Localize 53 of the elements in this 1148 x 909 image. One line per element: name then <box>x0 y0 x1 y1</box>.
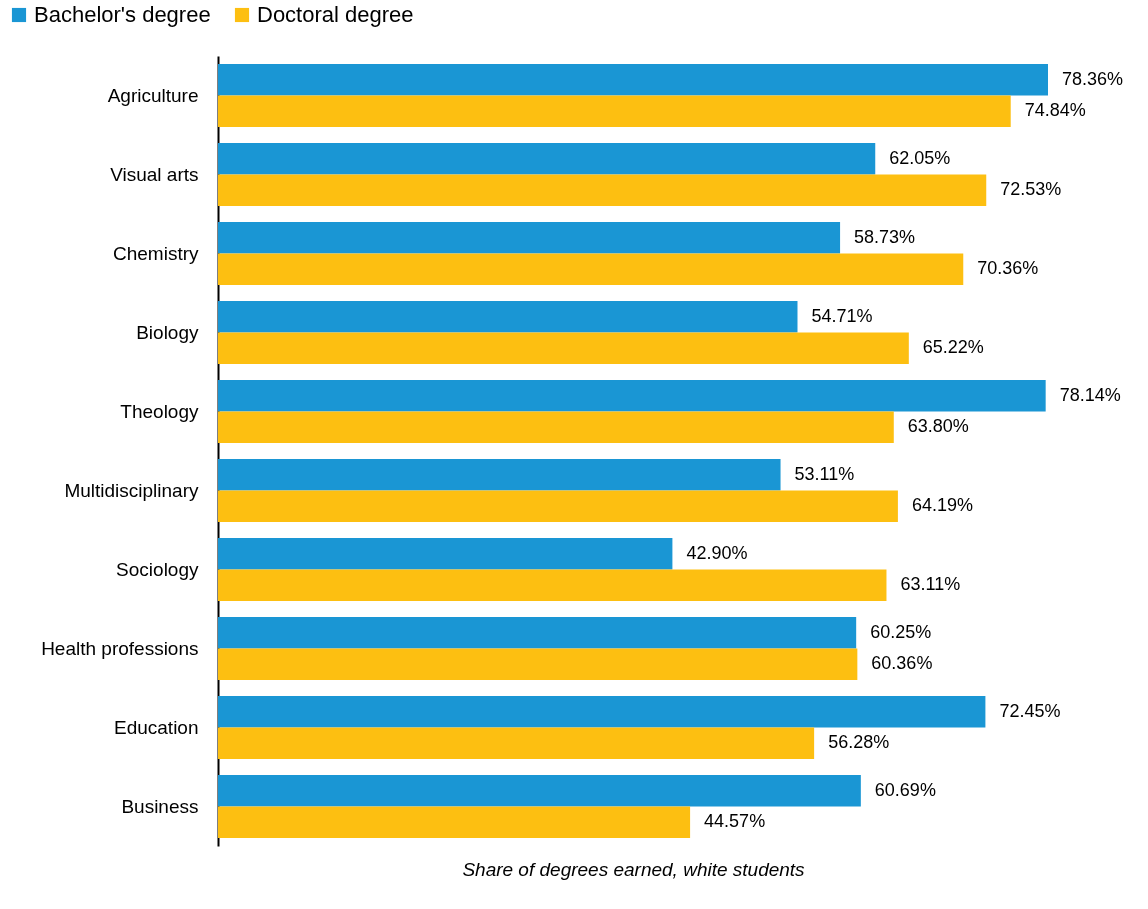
data-label: 78.14% <box>1059 384 1121 405</box>
legend-label: Bachelor's degree <box>34 2 211 27</box>
y-tick-label: Visual arts <box>110 163 199 185</box>
data-label: 63.11% <box>900 574 961 595</box>
data-label: 62.05% <box>889 147 951 168</box>
data-label: 78.36% <box>1062 68 1124 89</box>
y-tick-label: Health professions <box>41 637 199 659</box>
bar <box>218 648 858 681</box>
bar <box>218 379 1046 412</box>
x-axis-title: Share of degrees earned, white students <box>462 858 806 880</box>
data-label: 63.80% <box>907 416 969 437</box>
y-tick-label: Biology <box>136 321 199 343</box>
bar <box>218 616 857 649</box>
bar <box>218 174 987 207</box>
y-tick-label: Business <box>121 795 199 817</box>
bar <box>218 142 876 175</box>
y-tick-label: Agriculture <box>107 84 199 106</box>
bar <box>218 695 986 728</box>
bar <box>218 537 673 570</box>
data-label: 58.73% <box>854 226 916 247</box>
bar <box>218 411 894 444</box>
data-label: 70.36% <box>977 258 1039 279</box>
data-label: 60.36% <box>871 653 933 674</box>
legend-label: Doctoral degree <box>257 2 414 27</box>
y-tick-label: Theology <box>120 400 199 422</box>
y-tick-label: Chemistry <box>112 242 199 264</box>
bar <box>218 774 861 807</box>
bar <box>218 332 909 365</box>
data-label: 44.57% <box>704 811 766 832</box>
y-tick-label: Sociology <box>116 558 199 580</box>
data-label: 64.19% <box>911 495 973 516</box>
data-label: 60.69% <box>874 779 936 800</box>
bar <box>218 300 798 333</box>
data-label: 54.71% <box>811 305 873 326</box>
y-tick-label: Education <box>113 716 199 738</box>
bar <box>218 806 691 839</box>
y-tick-label: Multidisciplinary <box>64 479 199 501</box>
bar <box>218 490 898 523</box>
data-label: 74.84% <box>1024 100 1086 121</box>
data-label: 60.25% <box>870 621 932 642</box>
bar <box>218 569 887 602</box>
bar <box>218 95 1011 128</box>
bar <box>218 253 964 286</box>
data-label: 42.90% <box>686 542 748 563</box>
data-label: 72.45% <box>999 700 1061 721</box>
bar <box>218 63 1048 96</box>
data-label: 72.53% <box>1000 179 1062 200</box>
bar <box>218 727 815 760</box>
data-label: 65.22% <box>922 337 984 358</box>
data-label: 53.11% <box>794 463 855 484</box>
bar <box>218 221 841 254</box>
data-label: 56.28% <box>828 732 890 753</box>
bar <box>218 458 781 491</box>
